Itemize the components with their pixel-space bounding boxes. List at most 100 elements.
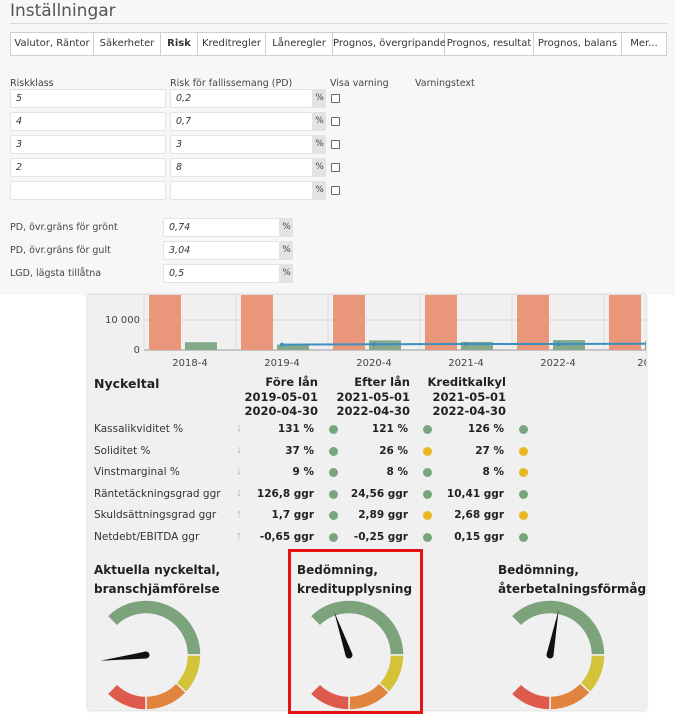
- arrow-up-icon: ↑: [236, 508, 242, 520]
- pd-input[interactable]: 8: [170, 158, 313, 177]
- ratio-value: 131 %: [277, 423, 314, 435]
- status-dot: [423, 446, 432, 456]
- gauge-segment: [145, 681, 188, 710]
- gauge-title-line: Bedömning,: [297, 563, 378, 577]
- visa-varning-checkbox[interactable]: [331, 140, 340, 149]
- pd-input[interactable]: 3: [170, 135, 313, 154]
- riskklass-input[interactable]: 5: [10, 89, 166, 108]
- ratio-value: 126 %: [467, 423, 504, 435]
- settings-title: Inställningar: [10, 1, 116, 21]
- limit-label-lgd: LGD, lägsta tillåtna: [10, 268, 102, 279]
- tab-risk[interactable]: Risk: [161, 32, 198, 56]
- header-riskklass: Riskklass: [10, 78, 54, 89]
- bar-chart: 010 000 2018-42019-42020-42021-42022-420…: [105, 295, 646, 369]
- column-header-line: 2021-05-01: [432, 390, 506, 404]
- report-card: 010 000 2018-42019-42020-42021-42022-420…: [88, 295, 646, 710]
- pd-input[interactable]: 0,7: [170, 112, 313, 131]
- gauge-segment: [106, 599, 202, 656]
- ratio-label: Kassalikviditet %: [94, 423, 184, 435]
- highlight-box: [288, 549, 423, 714]
- tab-laneregler[interactable]: Låneregler: [266, 32, 333, 56]
- bar: [277, 344, 309, 350]
- limit-green-input[interactable]: 0,74: [163, 218, 280, 237]
- status-dot: [423, 532, 432, 542]
- percent-addon: %: [313, 181, 326, 200]
- bar: [149, 295, 181, 350]
- gauge-title-line: kreditupplysning: [297, 582, 413, 596]
- header-visa-varning: Visa varning: [330, 78, 389, 89]
- gauge-segment: [549, 681, 592, 710]
- tab-sakerheter[interactable]: Säkerheter: [94, 32, 161, 56]
- ratio-value: 2,89 ggr: [358, 509, 408, 521]
- visa-varning-checkbox[interactable]: [331, 163, 340, 172]
- column-header-line: Efter lån: [354, 375, 410, 389]
- ratio-label: Vinstmarginal %: [94, 466, 180, 478]
- status-dot: [329, 489, 338, 499]
- visa-varning-checkbox[interactable]: [331, 186, 340, 195]
- arrow-down-icon: ↓: [236, 486, 242, 499]
- riskklass-input[interactable]: 3: [10, 135, 166, 154]
- percent-addon: %: [313, 112, 326, 131]
- tab-prognos-overgripande[interactable]: Prognos, övergripande: [333, 32, 446, 56]
- bar: [553, 340, 585, 350]
- tab-bar-divider: [10, 55, 667, 56]
- status-dot: [519, 511, 528, 520]
- gauge-needle: [546, 609, 559, 656]
- riskklass-input[interactable]: 2: [10, 158, 166, 177]
- limit-label-yellow: PD, övr.gräns för gult: [10, 245, 111, 256]
- ratio-label: Soliditet %: [94, 444, 151, 457]
- percent-addon: %: [280, 218, 293, 237]
- bar: [645, 341, 646, 350]
- title-divider: [10, 23, 667, 24]
- tab-bar: Valutor, Räntor Säkerheter Risk Kreditre…: [10, 32, 667, 56]
- ratio-value: 8 %: [386, 466, 408, 478]
- bar: [241, 295, 273, 350]
- ratio-value: 1,7 ggr: [271, 509, 314, 521]
- pd-input[interactable]: [170, 181, 313, 200]
- settings-panel: Inställningar Valutor, Räntor Säkerheter…: [0, 0, 675, 295]
- percent-addon: %: [280, 264, 293, 283]
- gauge-segment: [510, 682, 551, 710]
- line-point: [372, 342, 376, 347]
- line-point: [280, 342, 284, 347]
- riskklass-input[interactable]: [10, 181, 166, 200]
- column-header-line: Kreditkalkyl: [427, 375, 507, 389]
- gauge-title-line: Aktuella nyckeltal,: [94, 563, 221, 577]
- bar: [333, 295, 365, 350]
- arrow-down-icon: ↓: [236, 465, 242, 477]
- visa-varning-checkbox[interactable]: [331, 117, 340, 126]
- column-header-line: 2021-05-01: [336, 390, 410, 404]
- limit-lgd-input[interactable]: 0,5: [163, 264, 280, 283]
- tab-valutor-rantor[interactable]: Valutor, Räntor: [10, 32, 94, 56]
- ratio-value: 27 %: [475, 444, 504, 457]
- status-dot: [329, 425, 338, 434]
- pd-input[interactable]: 0,2: [170, 89, 313, 108]
- status-dot: [423, 468, 432, 477]
- chart-x-ticks: 2018-4 2019-4 2020-4 2021-4 2022-4 2023: [172, 358, 646, 369]
- status-dot: [329, 446, 338, 456]
- tab-prognos-balans[interactable]: Prognos, balans: [534, 32, 622, 56]
- tab-kreditregler[interactable]: Kreditregler: [198, 32, 266, 56]
- gauge-hub: [546, 651, 554, 659]
- series-line: [281, 342, 646, 346]
- status-dot: [423, 489, 432, 499]
- riskklass-input[interactable]: 4: [10, 112, 166, 131]
- status-dot: [519, 468, 528, 477]
- gauge-segment: [510, 599, 606, 656]
- ratio-value: 10,41 ggr: [446, 487, 504, 500]
- column-header-line: 2022-04-30: [432, 404, 506, 418]
- ratio-value: 24,56 ggr: [350, 487, 408, 500]
- visa-varning-checkbox[interactable]: [331, 94, 340, 103]
- header-varningstext: Varningstext: [415, 78, 475, 89]
- tab-prognos-resultat[interactable]: Prognos, resultat: [445, 32, 534, 56]
- line-point: [464, 342, 468, 346]
- ratio-value: 121 %: [371, 423, 408, 435]
- status-dot: [519, 489, 528, 499]
- percent-addon: %: [280, 241, 293, 260]
- limit-label-green: PD, övr.gräns för grönt: [10, 222, 118, 233]
- limit-yellow-input[interactable]: 3,04: [163, 241, 280, 260]
- tab-more[interactable]: Mer...: [622, 32, 667, 56]
- x-tick-label: 2021-4: [448, 358, 483, 369]
- bar: [517, 295, 549, 350]
